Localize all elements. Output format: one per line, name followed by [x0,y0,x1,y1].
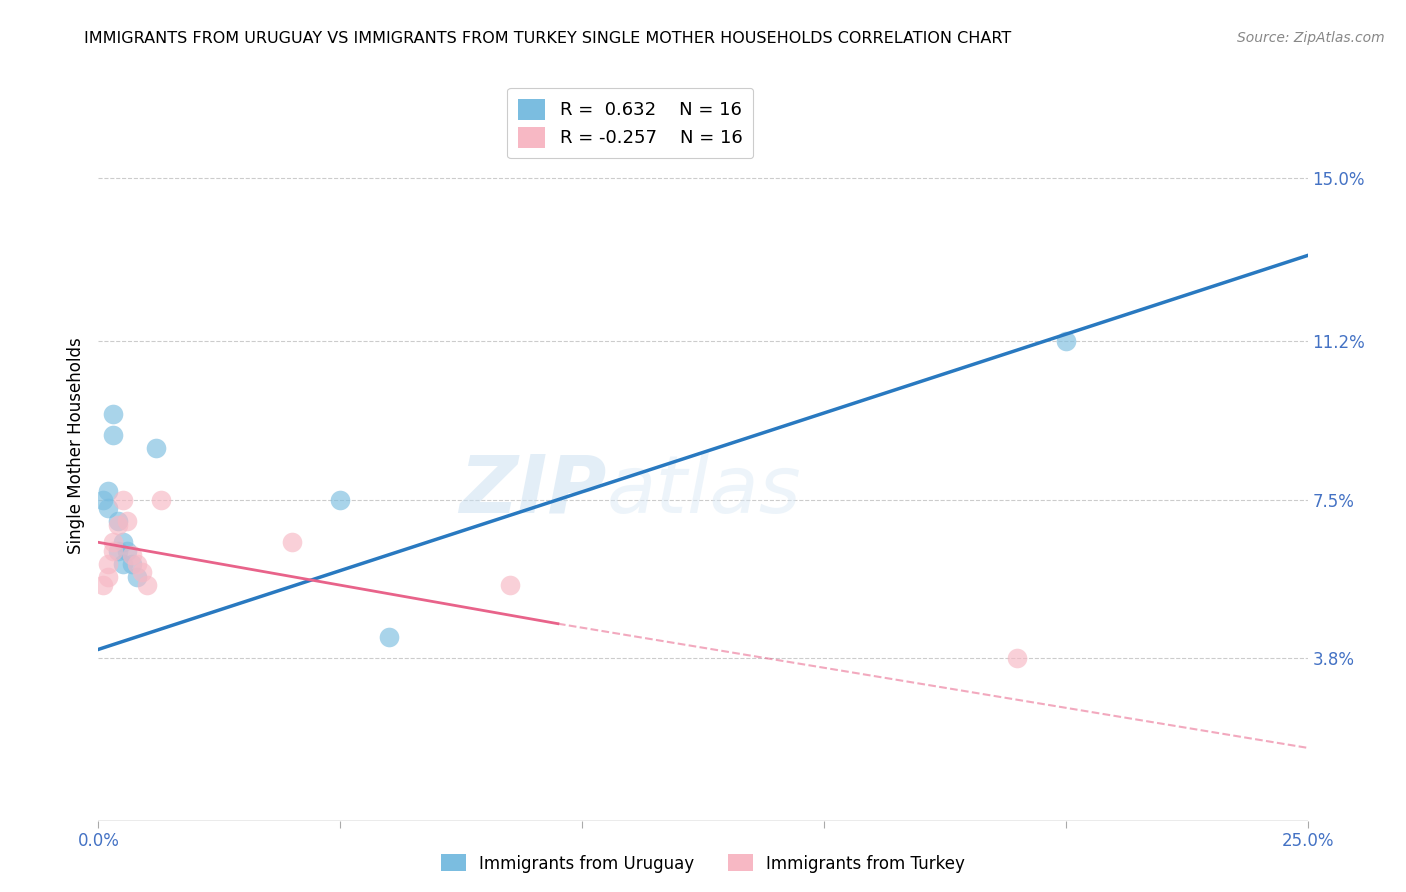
Point [97,501,120,516]
Point [127,569,149,583]
Point [97,569,120,583]
Point [111,535,134,549]
Point [117,514,139,528]
Point [101,407,124,421]
Point [91,578,114,592]
Legend: Immigrants from Uruguay, Immigrants from Turkey: Immigrants from Uruguay, Immigrants from… [434,847,972,880]
Point [377,630,399,644]
Point [97,557,120,571]
Point [107,514,129,528]
Point [121,557,143,571]
Point [111,557,134,571]
Point [111,492,134,507]
Point [281,535,304,549]
Point [101,544,124,558]
Point [117,544,139,558]
Text: atlas: atlas [606,452,801,530]
Point [498,578,520,592]
Point [150,492,173,507]
Point [91,492,114,507]
Point [1007,651,1029,665]
Point [107,544,129,558]
Legend: R =  0.632    N = 16, R = -0.257    N = 16: R = 0.632 N = 16, R = -0.257 N = 16 [508,88,754,159]
Point [135,578,157,592]
Point [121,548,143,562]
Point [127,557,149,571]
Point [145,441,167,455]
Point [1054,334,1077,348]
Text: IMMIGRANTS FROM URUGUAY VS IMMIGRANTS FROM TURKEY SINGLE MOTHER HOUSEHOLDS CORRE: IMMIGRANTS FROM URUGUAY VS IMMIGRANTS FR… [84,31,1011,46]
Text: Source: ZipAtlas.com: Source: ZipAtlas.com [1237,31,1385,45]
Point [329,492,352,507]
Point [101,535,124,549]
Point [131,566,153,580]
Text: ZIP: ZIP [458,452,606,530]
Y-axis label: Single Mother Households: Single Mother Households [66,338,84,554]
Point [101,428,124,442]
Point [107,518,129,533]
Point [97,483,120,498]
